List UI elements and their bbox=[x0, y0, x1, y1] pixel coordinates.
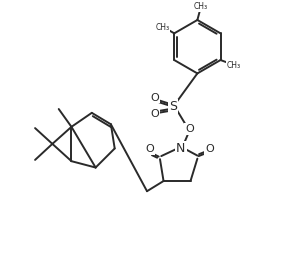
Text: CH₃: CH₃ bbox=[194, 2, 208, 11]
Text: S: S bbox=[169, 100, 177, 113]
Text: O: O bbox=[145, 144, 154, 154]
Text: CH₃: CH₃ bbox=[156, 23, 170, 32]
Text: O: O bbox=[151, 93, 159, 103]
Text: CH₃: CH₃ bbox=[227, 60, 241, 70]
Text: O: O bbox=[151, 109, 159, 119]
Text: O: O bbox=[205, 144, 214, 154]
Text: N: N bbox=[176, 142, 185, 155]
Text: O: O bbox=[185, 124, 194, 134]
